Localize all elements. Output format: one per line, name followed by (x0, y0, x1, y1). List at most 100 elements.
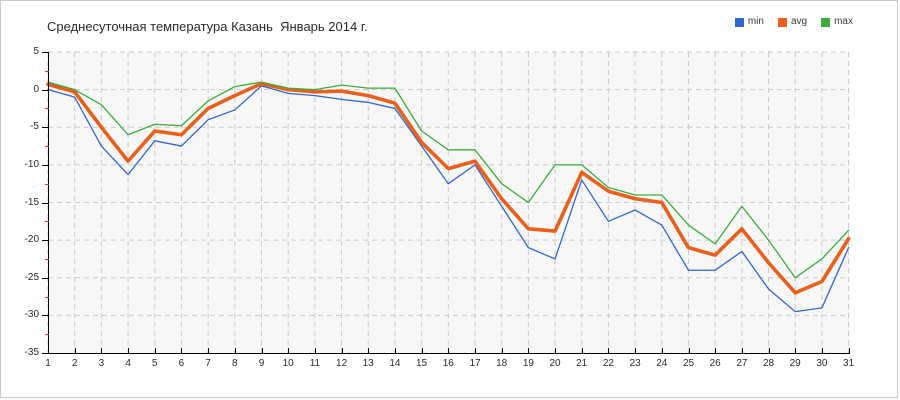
x-axis-tick (608, 348, 610, 354)
legend-swatch-avg (777, 17, 787, 27)
x-axis-tick (448, 348, 450, 354)
y-axis-minor-tick (45, 221, 49, 223)
y-axis-minor-tick (45, 146, 49, 148)
x-axis-label: 15 (416, 358, 428, 369)
x-axis-tick (795, 348, 797, 354)
legend-swatch-min (734, 17, 744, 27)
y-axis-tick (42, 202, 48, 204)
y-axis-tick (42, 164, 48, 166)
x-axis-label: 16 (442, 358, 454, 369)
y-axis-minor-tick (45, 70, 49, 72)
x-axis-tick (208, 348, 210, 354)
y-axis-label: -25 (24, 271, 39, 283)
x-axis-label: 28 (762, 358, 775, 369)
y-axis-tick (42, 240, 48, 242)
x-axis-label: 6 (178, 358, 185, 369)
y-axis-tick (42, 315, 48, 317)
x-axis-tick (394, 348, 396, 354)
y-axis-tick (42, 353, 48, 354)
legend-label-max: max (834, 16, 853, 27)
y-axis-label: -35 (24, 347, 39, 358)
legend-label-min: min (747, 16, 764, 27)
x-axis-tick (368, 348, 370, 354)
y-axis-label: -20 (24, 234, 39, 246)
x-axis-tick (181, 348, 183, 354)
x-axis-label: 21 (576, 358, 588, 369)
x-axis-tick (261, 348, 263, 354)
legend-swatch-max (821, 17, 831, 27)
x-axis-tick (555, 348, 556, 354)
x-axis-label: 25 (682, 358, 695, 369)
x-axis-tick (288, 348, 290, 354)
x-axis-tick (501, 348, 503, 354)
x-axis-tick (314, 348, 316, 354)
x-axis-label: 3 (98, 358, 105, 369)
x-axis-label: 12 (336, 358, 348, 369)
y-axis-label: -30 (24, 309, 39, 321)
grid-lines (47, 51, 850, 353)
y-axis-tick (42, 89, 48, 91)
x-axis-tick (234, 348, 236, 354)
x-axis-label: 5 (151, 358, 158, 369)
x-axis-label: 31 (843, 358, 855, 369)
x-axis-label: 10 (282, 358, 294, 369)
x-axis-tick (581, 348, 583, 354)
x-axis-tick (768, 348, 770, 354)
y-axis-minor-tick (45, 108, 49, 110)
x-axis-tick (528, 348, 530, 354)
x-axis-label: 29 (789, 358, 801, 369)
series-line-max (47, 81, 850, 279)
x-axis-tick (341, 348, 343, 354)
x-axis-label: 1 (45, 358, 51, 369)
x-axis-label: 22 (602, 358, 614, 369)
x-axis-label: 30 (816, 358, 828, 369)
y-axis-tick (42, 52, 48, 53)
x-axis-tick (48, 348, 49, 354)
y-axis-label: -10 (24, 158, 39, 170)
legend-item-min[interactable]: min (734, 16, 764, 27)
y-axis-minor-tick (45, 183, 49, 185)
x-axis-label: 9 (258, 358, 265, 369)
series-line-avg (46, 81, 851, 295)
x-axis-tick (475, 348, 476, 354)
x-axis-tick (154, 348, 156, 354)
chart-legend: min avg max (734, 16, 853, 27)
x-axis-label: 23 (629, 358, 641, 369)
x-axis-label: 17 (469, 358, 481, 369)
x-axis-tick (128, 348, 130, 354)
legend-item-max[interactable]: max (821, 17, 853, 27)
x-axis-label: 18 (496, 358, 508, 369)
x-axis-tick (821, 348, 823, 354)
y-axis-tick (42, 127, 48, 129)
x-axis-tick (661, 348, 663, 354)
x-axis-label: 4 (125, 358, 131, 369)
x-axis-tick (848, 348, 850, 354)
x-axis-label: 13 (362, 358, 374, 369)
y-axis-minor-tick (45, 258, 49, 260)
x-axis-label: 19 (522, 358, 534, 369)
x-axis-tick (74, 348, 76, 354)
x-axis-label: 24 (656, 358, 668, 369)
x-axis-label: 11 (309, 358, 321, 369)
legend-item-avg[interactable]: avg (777, 17, 807, 27)
y-axis-minor-tick (45, 296, 49, 298)
x-axis-tick (715, 348, 717, 354)
series-line-min (47, 85, 850, 313)
series-lines (46, 81, 851, 313)
y-axis-minor-tick (45, 334, 49, 336)
y-axis-line (48, 52, 49, 353)
x-axis-label: 27 (736, 358, 748, 369)
x-axis-tick (101, 348, 103, 354)
x-axis-label: 20 (549, 358, 561, 369)
x-axis-label: 14 (389, 358, 401, 369)
y-axis-label: 0 (33, 83, 39, 95)
x-axis-tick (421, 348, 423, 354)
x-axis-tick (635, 348, 637, 354)
y-axis-tick (42, 277, 48, 279)
chart-title: Среднесуточная температура Казань Январь… (47, 19, 368, 34)
x-axis-label: 8 (232, 358, 238, 369)
y-axis-label: 5 (33, 46, 39, 57)
plot-area (46, 51, 851, 353)
y-axis-label: -15 (24, 196, 39, 208)
